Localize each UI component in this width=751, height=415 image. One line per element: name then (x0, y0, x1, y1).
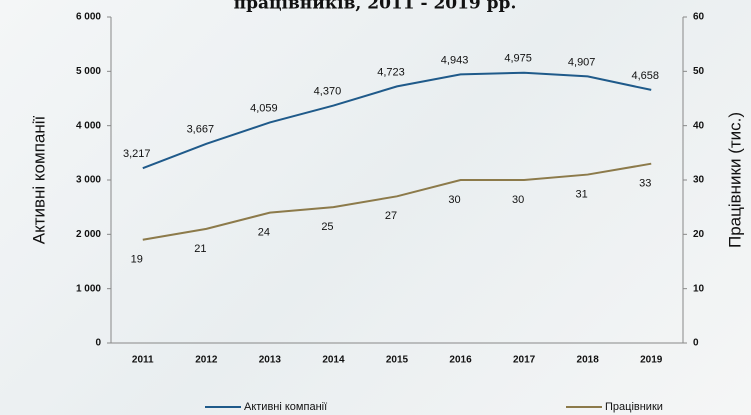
y2-tick-label: 50 (693, 66, 705, 77)
y2-tick-label: 10 (693, 283, 705, 294)
data-label: 3,667 (187, 124, 215, 136)
x-tick-label: 2019 (640, 355, 663, 366)
y-tick-label: 0 (95, 338, 101, 349)
data-label: 19 (131, 254, 143, 266)
data-label: 25 (321, 221, 333, 233)
x-tick-label: 2017 (513, 355, 536, 366)
data-label: 24 (258, 227, 270, 239)
y-tick-label: 1 000 (76, 283, 101, 294)
y-tick-label: 5 000 (76, 66, 101, 77)
y2-axis-title: Працівники (тис.) (725, 112, 744, 248)
x-tick-label: 2015 (386, 355, 409, 366)
y2-tick-label: 40 (693, 120, 705, 131)
legend-label: Активні компанії (244, 401, 327, 413)
x-tick-label: 2018 (577, 355, 600, 366)
data-label: 21 (194, 243, 206, 255)
x-tick-label: 2014 (322, 355, 345, 366)
chart-title: працівників, 2011 - 2019 рр. (234, 0, 517, 14)
data-label: 4,975 (504, 53, 532, 65)
x-tick-label: 2012 (195, 355, 218, 366)
legend-label: Працівники (605, 401, 663, 413)
data-label: 27 (385, 210, 397, 222)
y-axis-title: Активні компанії (29, 115, 48, 244)
data-label: 30 (512, 194, 524, 206)
series-line (142, 71, 652, 170)
y-tick-label: 6 000 (76, 12, 101, 23)
data-label: 4,658 (631, 70, 659, 82)
data-label: 4,370 (314, 85, 342, 97)
y2-tick-label: 60 (693, 12, 705, 23)
series-line (142, 162, 652, 241)
y-tick-label: 3 000 (76, 175, 101, 186)
y2-tick-label: 20 (693, 229, 705, 240)
data-label: 3,217 (123, 148, 151, 160)
x-tick-label: 2013 (259, 355, 282, 366)
data-label: 4,059 (250, 102, 278, 114)
data-label: 31 (576, 188, 588, 200)
data-label: 30 (448, 194, 460, 206)
x-tick-label: 2016 (449, 355, 472, 366)
x-tick-label: 2011 (132, 355, 154, 366)
data-label: 4,907 (568, 56, 596, 68)
y2-tick-label: 0 (693, 338, 699, 349)
y2-tick-label: 30 (693, 175, 705, 186)
data-label: 4,943 (441, 54, 469, 66)
y-tick-label: 4 000 (76, 120, 101, 131)
y-tick-label: 2 000 (76, 229, 101, 240)
data-label: 33 (639, 178, 651, 190)
data-label: 4,723 (377, 66, 405, 78)
